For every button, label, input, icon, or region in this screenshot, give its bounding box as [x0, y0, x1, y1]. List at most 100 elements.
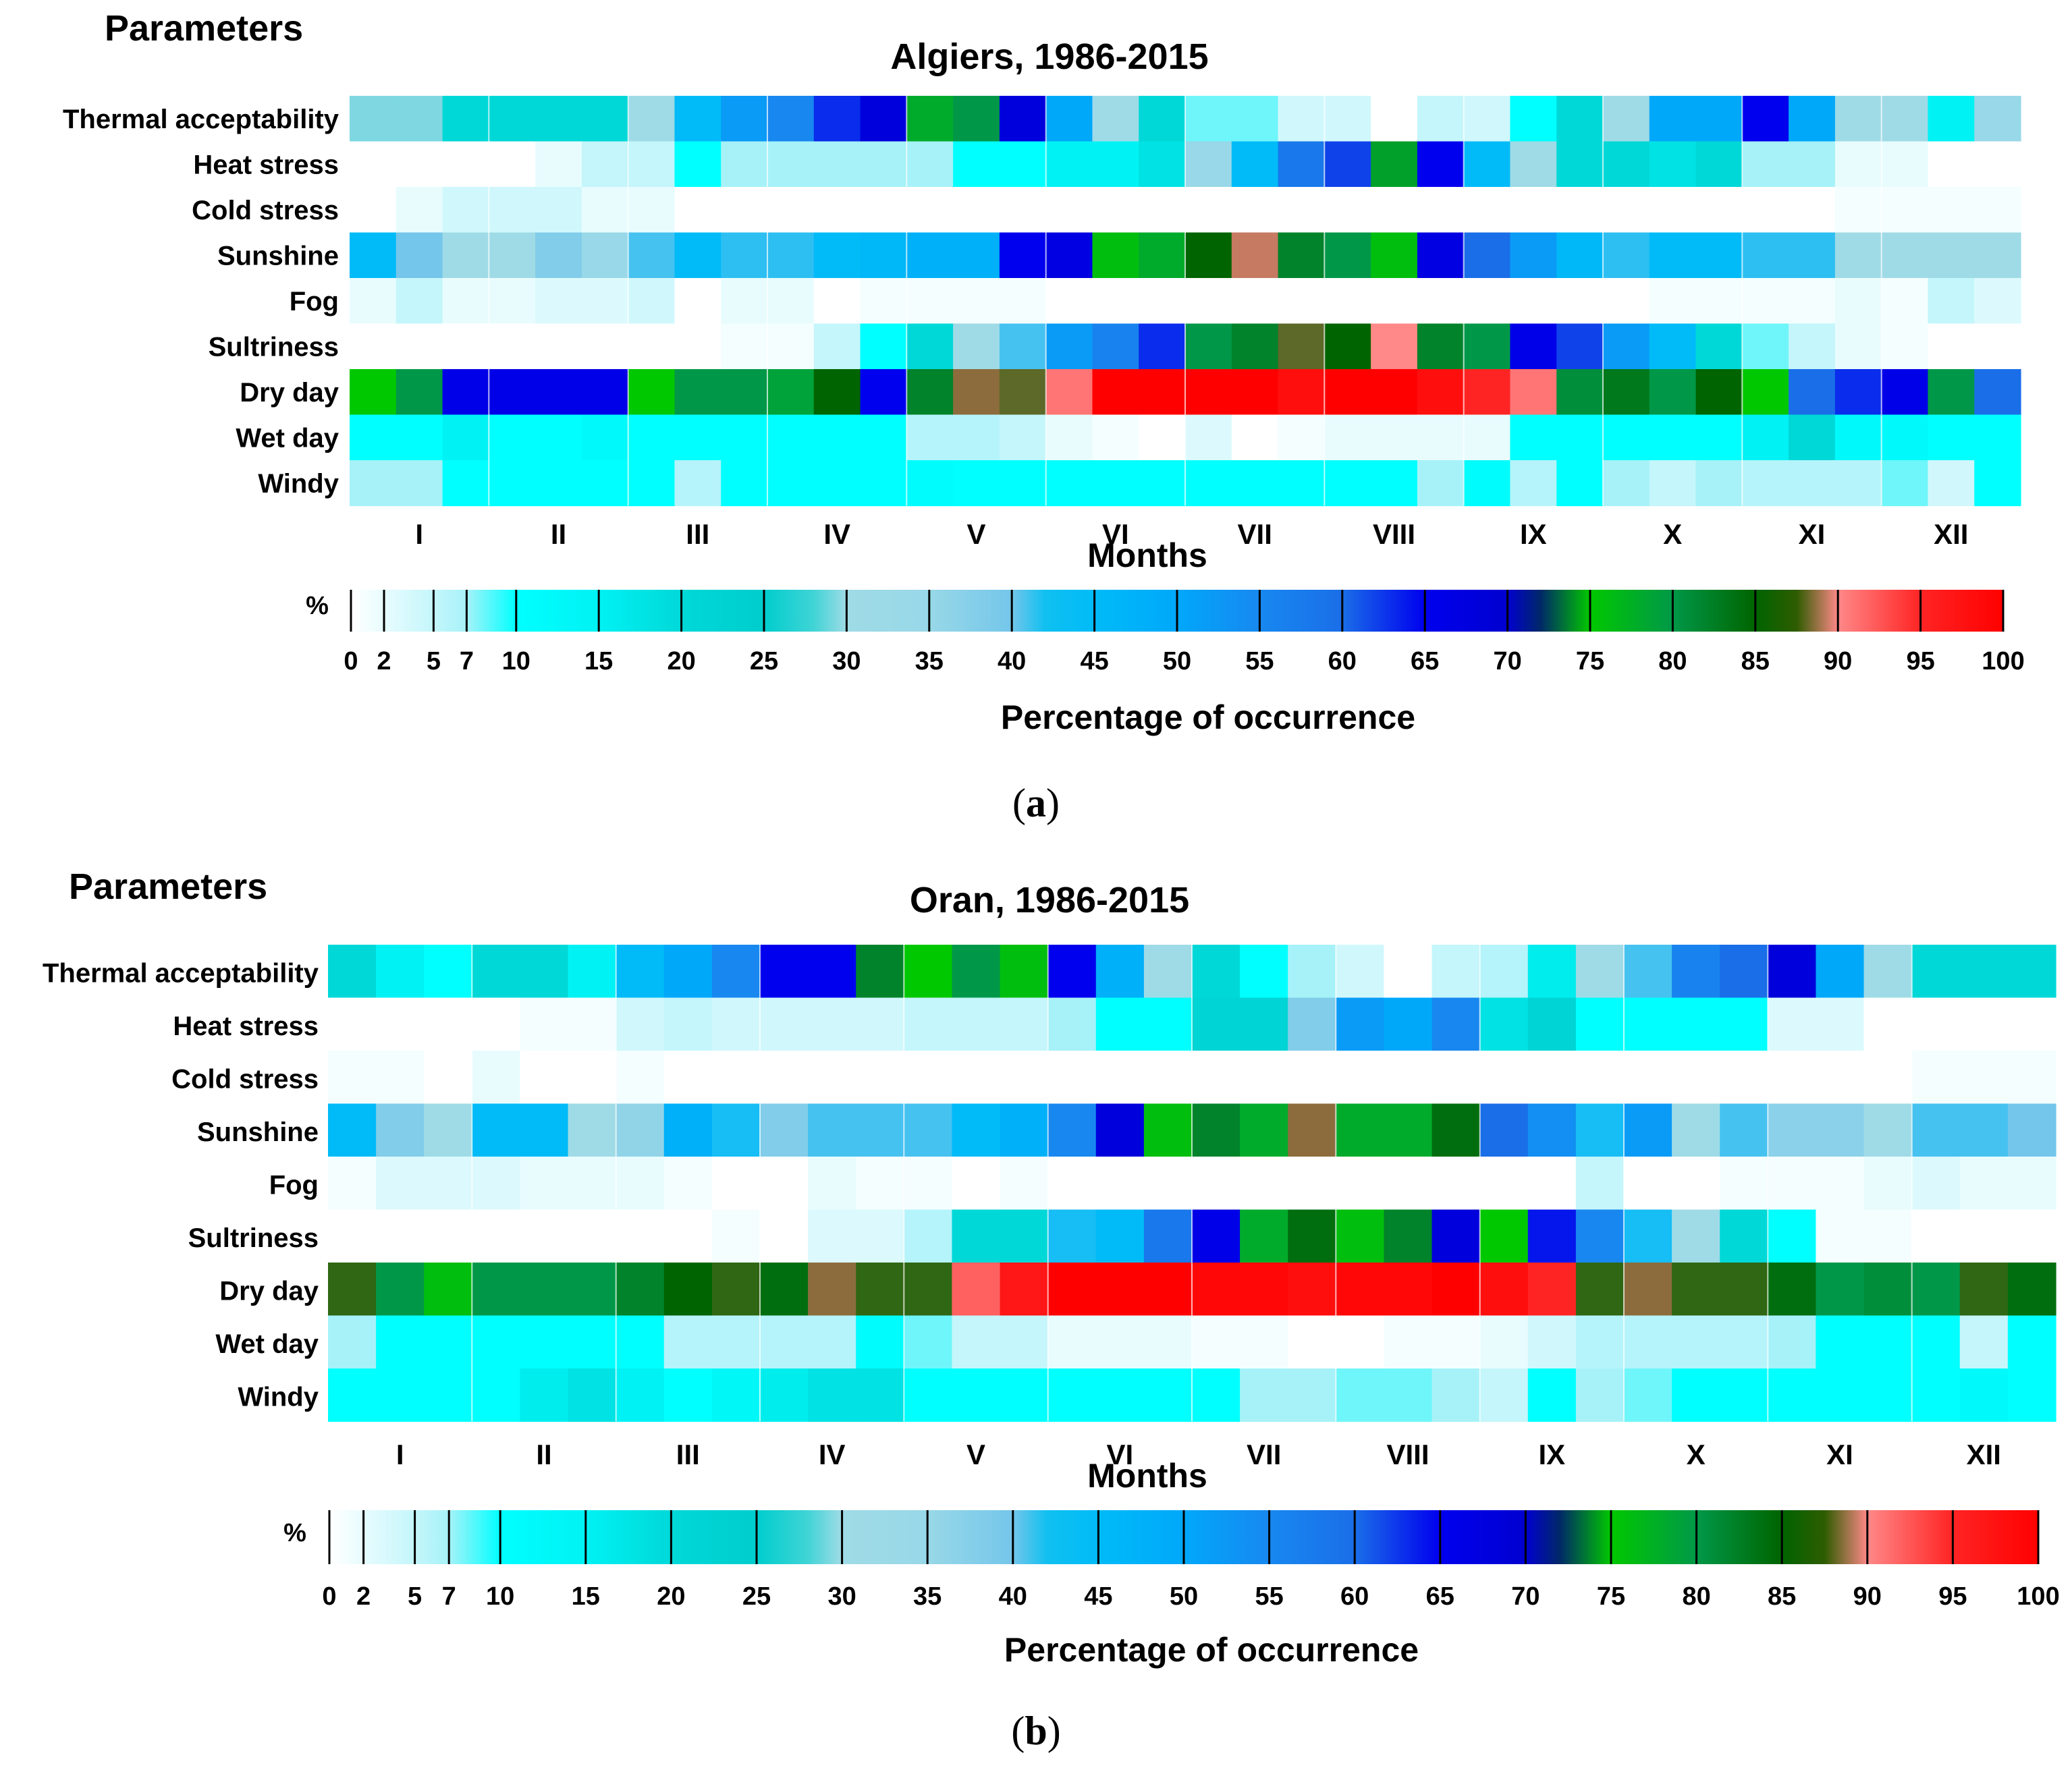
colorbar-tick-label: 45 — [1084, 1582, 1112, 1611]
heatmap-cell — [1789, 278, 1836, 325]
heatmap-cell — [1816, 945, 1865, 999]
heatmap-cell — [999, 96, 1047, 142]
heatmap-cell — [2007, 1315, 2056, 1369]
heatmap-cell — [1510, 232, 1557, 279]
heatmap-cell — [1231, 278, 1279, 325]
heatmap-cell — [1974, 232, 2021, 279]
heatmap-cell — [1192, 1051, 1241, 1105]
heatmap-cell — [1371, 96, 1418, 142]
heatmap-cell — [350, 460, 397, 507]
heatmap-cell — [1143, 1263, 1193, 1317]
heatmap-cell — [2007, 1157, 2056, 1211]
heatmap-cell — [442, 96, 489, 142]
heatmap-cell — [1695, 369, 1743, 416]
heatmap-cell — [999, 460, 1047, 507]
heatmap-cell — [856, 1263, 904, 1317]
heatmap-cell — [1720, 1209, 1768, 1263]
heatmap-cell — [1479, 1209, 1529, 1263]
heatmap-cell — [1649, 414, 1697, 461]
colorbar-tick-label: 100 — [2017, 1582, 2059, 1611]
panel-a: Parameters Algiers, 1986-2015 Thermal ac… — [63, 8, 2025, 825]
heatmap-cell — [1479, 1263, 1529, 1317]
heatmap-cell — [1047, 1209, 1097, 1263]
heatmap-cell — [350, 232, 397, 279]
heatmap-cell — [1720, 1103, 1768, 1157]
heatmap-cell — [424, 1263, 472, 1317]
heatmap-cell — [1510, 96, 1557, 142]
heatmap-cell — [1527, 1368, 1577, 1422]
heatmap-cell — [1185, 96, 1232, 142]
heatmap-cell — [1834, 278, 1882, 325]
heatmap-cell — [1000, 997, 1049, 1051]
heatmap-cell — [1959, 997, 2009, 1051]
heatmap-cell — [1095, 1315, 1145, 1369]
heatmap-cell — [1649, 187, 1697, 233]
heatmap-cell — [1863, 1368, 1913, 1422]
heatmap-cell — [1624, 997, 1672, 1051]
heatmap-cell — [472, 1209, 521, 1263]
heatmap-cell — [1695, 96, 1743, 142]
heatmap-cell — [1185, 414, 1232, 461]
heatmap-cell — [1095, 945, 1145, 999]
y-axis-title-b: Parameters — [69, 866, 267, 907]
heatmap-cell — [1278, 323, 1325, 370]
heatmap-cell — [1371, 323, 1418, 370]
heatmap-cell — [760, 1103, 809, 1157]
heatmap-cell — [1417, 278, 1465, 325]
heatmap-cell — [953, 369, 1000, 416]
heatmap-cell — [376, 1315, 425, 1369]
heatmap-cell — [328, 1315, 377, 1369]
heatmap-cell — [904, 1103, 953, 1157]
heatmap-cell — [1556, 460, 1604, 507]
heatmap-cell — [1863, 1315, 1913, 1369]
heatmap-cell — [581, 141, 629, 188]
heatmap-cell — [1371, 460, 1418, 507]
heatmap-cell — [1974, 187, 2021, 233]
heatmap-cell — [808, 1263, 856, 1317]
heatmap-cell — [1463, 414, 1511, 461]
heatmap-cell — [856, 1315, 904, 1369]
heatmap-cell — [1649, 460, 1697, 507]
heatmap-cell — [1045, 323, 1093, 370]
heatmap-cell — [813, 323, 861, 370]
heatmap-cell — [953, 232, 1000, 279]
heatmap-cell — [1479, 1368, 1529, 1422]
heatmap-cell — [1417, 460, 1465, 507]
heatmap-cell — [1231, 460, 1279, 507]
heatmap-cell — [674, 96, 721, 142]
heatmap-cell — [1192, 1315, 1241, 1369]
heatmap-cell — [1881, 369, 1929, 416]
heatmap-cell — [1863, 1263, 1913, 1317]
heatmap-cell — [1742, 323, 1789, 370]
colorbar-tick-label: 5 — [408, 1582, 422, 1611]
heatmap-cell — [1510, 141, 1557, 188]
heatmap-cell — [767, 369, 815, 416]
heatmap-cell — [1575, 1051, 1625, 1105]
heatmap-cell — [1881, 96, 1929, 142]
heatmap-cell — [1432, 997, 1481, 1051]
heatmap-cell — [860, 141, 907, 188]
row-label: Cold stress — [192, 196, 339, 225]
heatmap-cell — [1720, 1157, 1768, 1211]
heatmap-cell — [1672, 1209, 1720, 1263]
heatmap-cell — [999, 141, 1047, 188]
colorbar-tick-label: 50 — [1170, 1582, 1198, 1611]
heatmap-cell — [520, 997, 569, 1051]
heatmap-cell — [1649, 369, 1697, 416]
heatmap-cell — [1047, 945, 1097, 999]
heatmap-cell — [1384, 1209, 1433, 1263]
heatmap-cell — [1463, 141, 1511, 188]
y-axis-title-a: Parameters — [105, 8, 303, 49]
heatmap-cell — [376, 1157, 425, 1211]
heatmap-cell — [1479, 1157, 1529, 1211]
colorbar-tick-label: 30 — [832, 647, 861, 675]
heatmap-cell — [1139, 232, 1186, 279]
chart-title-a: Algiers, 1986-2015 — [890, 36, 1208, 77]
month-tick-label: III — [676, 1439, 700, 1470]
heatmap-cell — [520, 945, 569, 999]
heatmap-cell — [1047, 1315, 1097, 1369]
heatmap-cell — [1624, 1368, 1672, 1422]
heatmap-cell — [674, 232, 721, 279]
heatmap-cell — [711, 1051, 761, 1105]
